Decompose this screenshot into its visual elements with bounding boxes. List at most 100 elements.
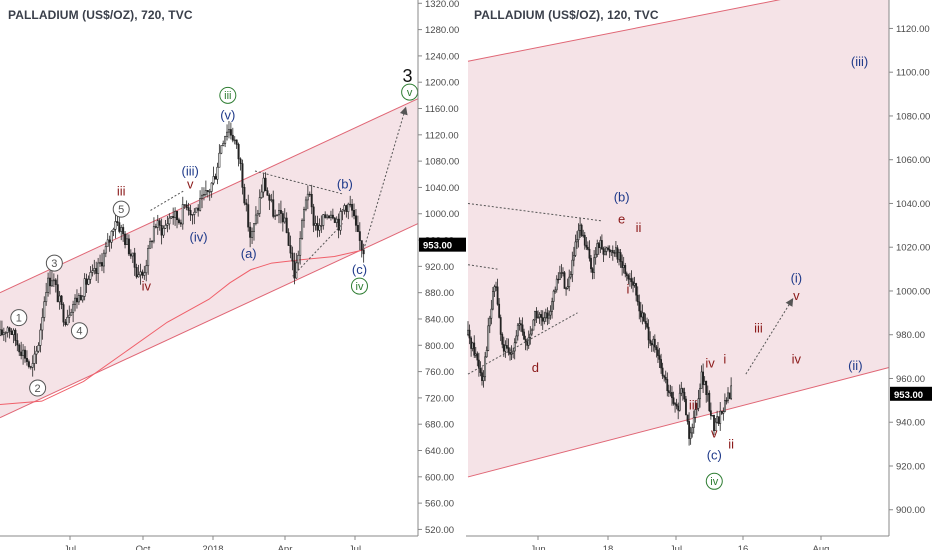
wave-label-circle [219,86,237,104]
candle-body [615,247,617,254]
y-axis: 900.00 920.00 940.00 960.00 980.00 1000.00 102… [888,0,930,536]
candle-body [83,278,86,297]
chart-left-svg[interactable]: 12345iiiivv(iii)(iv)iii(v)(a)(b)(c)iv3v5… [0,0,466,550]
wave-label: (c) [352,262,367,277]
y-tick-label: 1080.00 [425,157,459,168]
candle-body [89,272,92,280]
candle-body [129,253,132,257]
y-tick-label: 900.00 [896,505,925,516]
candle-body [206,190,209,192]
y-tick-label: 1280.00 [425,25,459,36]
candle-body [619,252,622,262]
x-tick-label: Jul [64,544,76,550]
candle-body [713,414,715,431]
candle-body [14,329,17,341]
candle-body [471,342,474,349]
y-tick-label: 1100.00 [896,68,930,79]
candle-body [557,278,560,281]
candle-body [149,241,152,249]
candle-body [492,291,494,310]
candle-body [700,371,703,389]
wave-label: v [711,426,718,441]
candle-body [137,274,140,278]
candle-body [22,349,25,356]
candle-body [106,239,109,247]
candle-body [301,219,304,239]
candle-body [295,262,298,279]
candle-body [10,330,13,335]
candle-body [507,347,510,353]
y-tick-label: 640.00 [425,446,454,457]
candle-body [683,391,686,400]
candle-body [135,267,138,278]
candle-body [594,253,597,259]
candle-body [660,359,662,369]
candle-body [116,221,119,223]
candle-body [627,275,630,280]
candle-body [147,247,150,267]
x-axis: Jun 18 Jul 16 Aug [466,535,889,550]
candle-body [349,203,352,206]
channel-lower-line [0,223,419,419]
candle-body [174,210,177,218]
candle-body [187,207,190,211]
candle-body [72,304,75,313]
x-tick-label: Jul [349,544,361,550]
x-tick-label: Aug [813,544,830,550]
chart-title-right: PALLADIUM (US$/OZ), 120, TVC [474,8,659,22]
candle-body [297,254,300,264]
candle-body [468,329,471,339]
wave-label: (b) [614,189,630,204]
candle-body [353,209,356,217]
candle-body [75,297,78,303]
candle-body [717,416,720,424]
candle-body [521,324,524,333]
candle-body [276,214,279,216]
candle-body [164,224,167,229]
candle-body [657,349,659,356]
candle-body [535,311,538,319]
candle-body [479,368,482,373]
candle-body [139,271,142,276]
y-tick-label: 840.00 [425,314,454,325]
candle-body [488,317,491,327]
candle-body [252,223,255,232]
candle-body [686,414,689,422]
candle-body [485,350,488,358]
candle-body [274,215,277,217]
candle-body [195,207,198,213]
candle-body [681,388,684,393]
candle-body [730,385,733,399]
candle-body [226,131,229,137]
candle-body [224,136,227,144]
candle-body [114,221,117,230]
candle-body [590,257,592,270]
x-tick-label: 2018 [202,544,223,550]
candle-body [29,366,32,368]
y-tick-label: 1000.00 [896,286,930,297]
candle-body [555,278,558,291]
candle-body [532,319,535,331]
candle-body [484,356,487,378]
candle-body [337,218,340,231]
candle-body [312,206,315,226]
candle-body [518,323,521,326]
candle-body [630,278,633,283]
candle-body [515,335,518,344]
candle-body [104,246,107,254]
y-tick-label: 1040.00 [896,199,930,210]
wave-label: (b) [337,177,353,192]
candle-body [289,245,292,254]
candle-body [43,301,46,318]
candle-body [689,432,692,439]
candle-body [151,240,154,243]
candle-body [197,207,200,211]
candle-body [613,252,616,254]
candle-body [512,350,515,354]
y-tick-label: 940.00 [896,418,925,429]
candle-body [541,317,544,322]
candle-body [328,215,331,219]
candle-body [2,332,5,335]
candle-body [506,345,508,348]
